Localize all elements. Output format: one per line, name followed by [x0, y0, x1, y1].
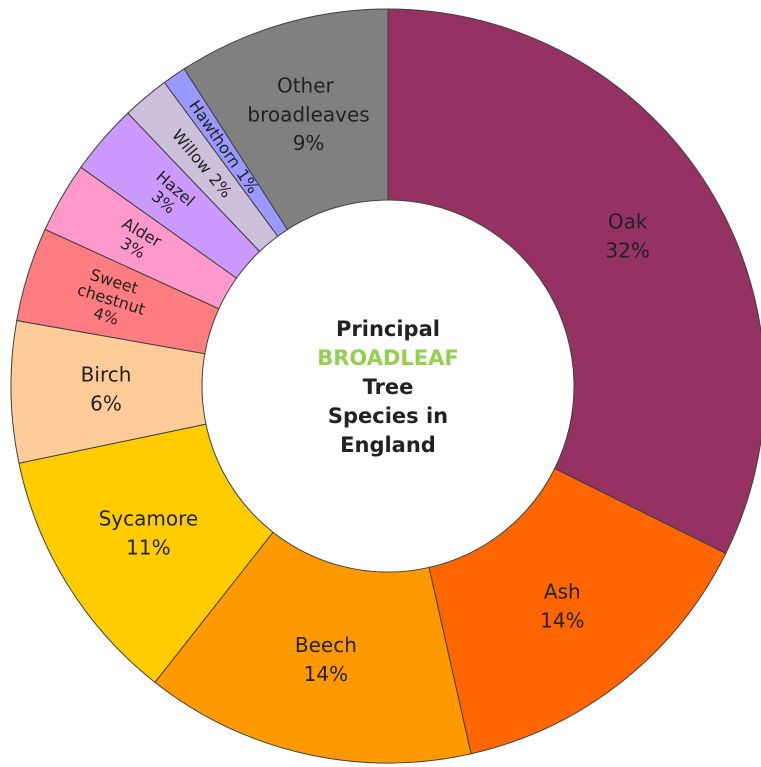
chart-title-line: Principal [336, 317, 440, 341]
chart-title-line: BROADLEAF [317, 346, 458, 370]
value-label: 32% [605, 238, 649, 262]
slice [18, 423, 274, 684]
slice [183, 8, 389, 231]
slice-label: Sycamore 11% [99, 507, 199, 560]
category-label: Birch [81, 362, 132, 386]
slice-label: Birch 6% [81, 362, 132, 415]
slice-label: Ash 14% [540, 580, 584, 633]
slice [428, 467, 727, 755]
value-label: 9% [293, 131, 325, 155]
value-label: 6% [90, 391, 122, 415]
value-label: 11% [126, 536, 170, 560]
chart-title-line: Tree [363, 375, 414, 399]
slice [154, 531, 472, 764]
category-label: Ash [544, 580, 581, 604]
value-label: 14% [304, 662, 348, 686]
slice-label: Oak 32% [605, 209, 649, 262]
chart-title-line: Species in [328, 404, 448, 428]
slice-label: Beech 14% [295, 633, 357, 686]
category-label: Oak [608, 209, 648, 233]
value-label: 14% [540, 609, 584, 633]
slice-label: Other broadleaves 9% [247, 73, 369, 155]
chart-title-line: England [340, 433, 436, 457]
category-label: Other broadleaves [247, 73, 369, 126]
category-label: Beech [295, 633, 357, 657]
slice [387, 8, 761, 555]
category-label: Sycamore [99, 507, 199, 531]
